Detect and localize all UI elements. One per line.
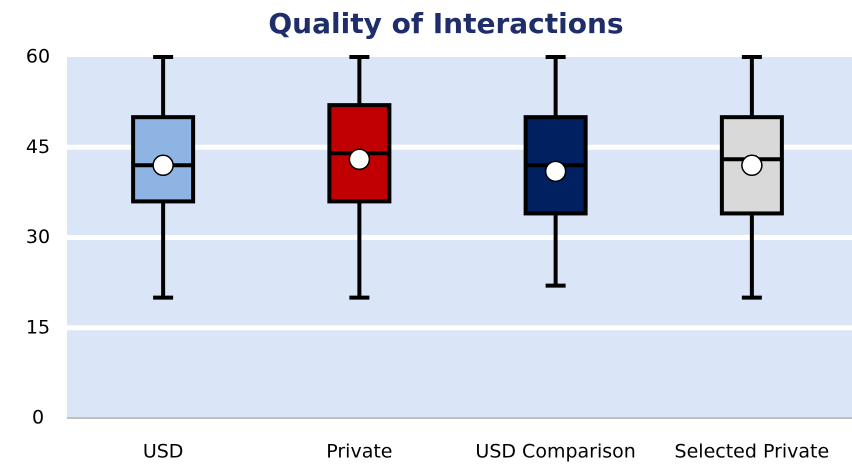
mean-marker [152, 154, 174, 177]
y-tick-label: 15 [26, 316, 50, 338]
y-tick-label: 0 [32, 407, 44, 429]
mean-marker [741, 154, 763, 177]
x-tick-label: USD [143, 441, 184, 463]
mean-marker [544, 160, 567, 183]
x-tick-label: Selected Private [675, 441, 830, 463]
mean-marker [348, 148, 371, 171]
y-tick-label: 60 [26, 46, 50, 68]
x-tick-label: Private [326, 441, 392, 463]
y-tick-label: 45 [26, 136, 50, 158]
chart-title: Quality of Interactions [268, 7, 623, 40]
y-tick-label: 30 [26, 226, 50, 248]
x-tick-label: USD Comparison [475, 441, 635, 463]
